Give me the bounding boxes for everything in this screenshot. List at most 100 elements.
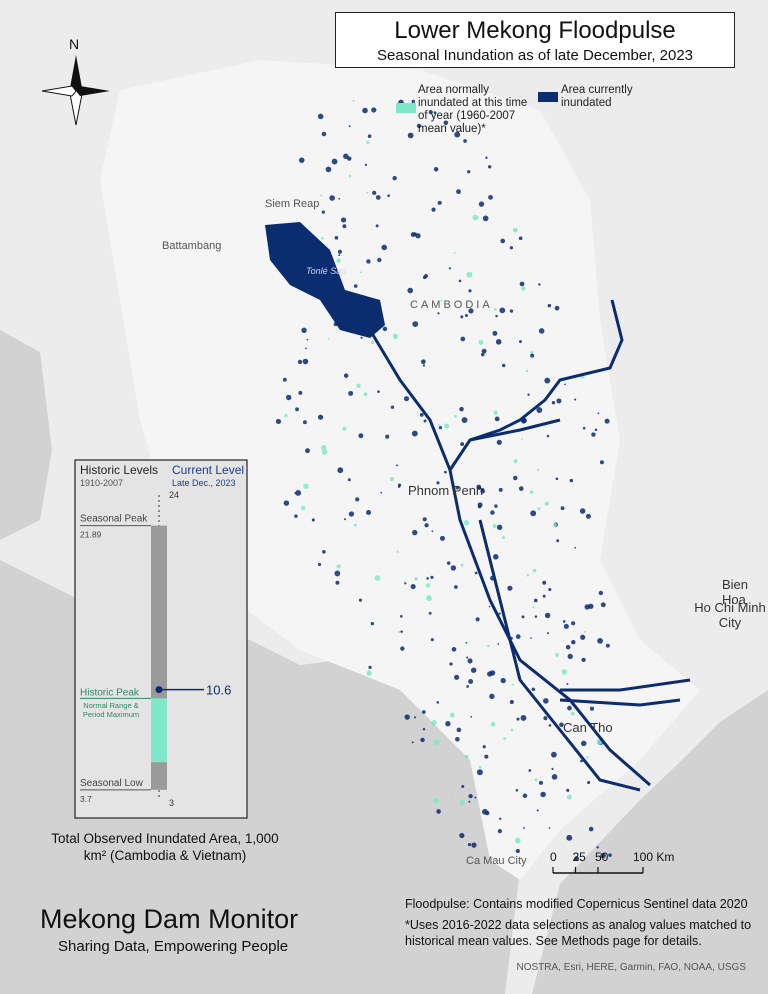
inundation-patch xyxy=(428,611,432,615)
inundation-patch xyxy=(352,99,355,102)
inundation-patch xyxy=(574,546,577,549)
inundation-patch xyxy=(536,407,543,413)
inundation-patch xyxy=(534,778,538,782)
inundation-patch xyxy=(295,489,302,496)
inundation-patch xyxy=(467,658,473,664)
inundation-patch xyxy=(431,207,436,212)
inundation-patch xyxy=(306,338,309,341)
inundation-patch xyxy=(553,523,557,527)
inundation-patch xyxy=(317,414,324,420)
inundation-patch xyxy=(494,504,498,508)
inundation-patch xyxy=(532,568,537,573)
inundation-patch xyxy=(407,287,414,294)
inundation-patch xyxy=(459,406,464,412)
inundation-patch xyxy=(481,808,488,815)
inundation-patch xyxy=(311,518,315,522)
inundation-patch xyxy=(537,507,541,511)
inundation-patch xyxy=(372,190,377,195)
map-title: Lower Mekong Floodpulse xyxy=(394,17,676,44)
inundation-patch xyxy=(301,327,307,333)
inundation-patch xyxy=(455,736,460,742)
inundation-patch xyxy=(551,767,554,770)
inundation-patch xyxy=(320,194,323,197)
inundation-patch xyxy=(530,510,537,517)
inundation-patch xyxy=(355,497,360,502)
inundation-patch xyxy=(551,401,556,405)
inundation-patch xyxy=(463,520,470,526)
inundation-patch xyxy=(321,449,328,455)
inundation-patch xyxy=(484,754,489,759)
inundation-patch xyxy=(403,396,410,402)
inundation-patch xyxy=(470,667,477,673)
inundation-patch xyxy=(498,487,503,492)
inundation-patch xyxy=(587,780,591,785)
inundation-patch xyxy=(454,674,460,680)
inundation-patch xyxy=(337,467,344,474)
inundation-patch xyxy=(407,132,414,139)
inundation-patch xyxy=(420,737,425,743)
inundation-patch xyxy=(530,637,532,639)
river-branch xyxy=(469,418,561,442)
inundation-patch xyxy=(570,711,575,716)
inundation-patch xyxy=(515,789,519,792)
inundation-patch xyxy=(516,717,520,721)
inundation-patch xyxy=(470,716,473,718)
inundation-patch xyxy=(520,715,527,721)
inundation-patch xyxy=(468,678,474,684)
map-subtitle: Seasonal Inundation as of late December,… xyxy=(376,47,694,64)
inundation-patch xyxy=(380,491,383,494)
coastal-sea xyxy=(0,330,52,540)
brand-name: Mekong Dam Monitor xyxy=(40,904,299,934)
inundation-patch xyxy=(354,523,358,527)
inundation-patch xyxy=(450,565,457,571)
inundation-patch xyxy=(305,347,307,350)
inundation-patch xyxy=(414,716,417,719)
inundation-patch xyxy=(495,339,502,345)
inundation-patch xyxy=(548,724,552,727)
inundation-patch xyxy=(490,510,495,515)
scale-bar-label: 0 xyxy=(550,850,557,864)
inundation-patch xyxy=(464,754,469,759)
inundation-patch xyxy=(348,390,354,396)
legend-swatch xyxy=(396,103,416,113)
inundation-patch xyxy=(496,439,502,445)
inundation-patch xyxy=(566,834,573,841)
title-box: Lower Mekong Floodpulse Seasonal Inundat… xyxy=(335,12,735,68)
inundation-patch xyxy=(392,333,399,339)
inundation-patch xyxy=(496,524,503,530)
inundation-patch xyxy=(400,630,403,633)
inundation-patch xyxy=(377,257,382,263)
place-label: Ho Chi Minh City xyxy=(694,600,766,630)
inundation-patch xyxy=(285,394,292,401)
south-china-sea xyxy=(532,690,768,994)
inundation-patch xyxy=(548,827,551,829)
inundation-patch xyxy=(556,539,560,543)
inundation-patch xyxy=(555,652,559,657)
inundation-patch xyxy=(465,641,468,644)
inundation-patch xyxy=(551,751,557,758)
place-label: Bien Hoa xyxy=(722,577,749,607)
inundation-patch xyxy=(468,308,474,314)
inundation-patch xyxy=(528,769,532,772)
inundation-patch xyxy=(366,259,371,264)
inundation-patch xyxy=(439,535,445,541)
inundation-patch xyxy=(555,477,559,481)
place-label: Battambang xyxy=(162,240,222,252)
inundation-patch xyxy=(521,615,525,619)
inundation-patch xyxy=(500,238,506,244)
inundation-patch xyxy=(519,281,525,287)
inundation-patch xyxy=(519,340,522,344)
inundation-patch xyxy=(342,426,347,431)
inundation-patch xyxy=(481,348,487,354)
inundation-patch xyxy=(421,710,426,714)
inundation-patch xyxy=(509,699,514,705)
tonle-sap-river xyxy=(368,329,452,471)
inundation-patch xyxy=(566,788,570,792)
inundation-patch xyxy=(284,413,288,418)
inundation-patch xyxy=(400,646,405,651)
inundation-patch xyxy=(411,741,414,744)
seasonal-low-value: 3.7 xyxy=(80,794,92,804)
inundation-patch xyxy=(551,774,558,780)
inundation-patch xyxy=(436,809,441,814)
inundation-patch xyxy=(422,364,426,367)
